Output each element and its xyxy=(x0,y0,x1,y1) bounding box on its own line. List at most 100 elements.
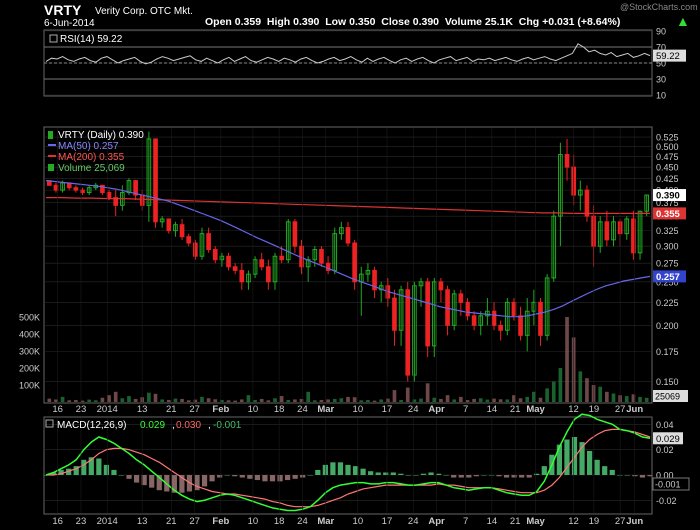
candle-body xyxy=(438,281,444,291)
rsi-tick-label: 30 xyxy=(656,75,666,85)
volume-bar xyxy=(67,400,72,402)
macd-signal-line xyxy=(46,428,651,508)
macd-histogram-bar xyxy=(247,475,253,479)
candle-body xyxy=(312,249,318,261)
volume-bar xyxy=(359,400,364,402)
volume-bar xyxy=(478,398,483,402)
candle-body xyxy=(53,184,59,191)
candle-body xyxy=(558,154,563,217)
volume-bar xyxy=(611,393,616,402)
candle-body xyxy=(252,259,258,275)
price-legend-swatch xyxy=(48,131,53,139)
volume-bar xyxy=(505,399,510,402)
x-tick-label: Jun xyxy=(626,404,643,415)
price-tick-label: 0.500 xyxy=(656,142,679,152)
volume-bar xyxy=(379,399,384,402)
rsi-tick-label: 70 xyxy=(656,43,666,53)
volume-bar xyxy=(551,381,556,402)
volume-bar xyxy=(226,400,231,402)
x-tick-label: 21 xyxy=(166,404,177,415)
x-tick-label: 10 xyxy=(248,404,259,415)
hist-last-tag xyxy=(652,477,690,491)
macd-tick-label: 0.00 xyxy=(656,471,674,481)
volume-bar xyxy=(133,398,138,402)
macd-histogram-bar xyxy=(224,475,230,476)
x-tick-label-bottom: 7 xyxy=(463,516,468,527)
volume-bar xyxy=(445,395,450,402)
price-tick-label: 0.325 xyxy=(656,226,679,236)
macd-histogram-bar xyxy=(481,475,487,476)
macd-histogram-bar xyxy=(292,475,298,479)
macd-histogram-bar xyxy=(451,475,457,478)
macd-legend-signal: 0.030 xyxy=(176,420,201,431)
volume-bar xyxy=(74,399,78,402)
macd-histogram-bar xyxy=(594,459,600,475)
volume-bar xyxy=(498,399,503,402)
candle-body xyxy=(166,218,172,232)
macd-histogram-bar xyxy=(330,462,336,475)
x-tick-label-bottom: 14 xyxy=(487,516,498,527)
volume-bar xyxy=(525,396,530,402)
macd-histogram-bar xyxy=(556,444,563,475)
macd-histogram-bar xyxy=(383,472,389,475)
price-tick-label: 0.450 xyxy=(656,163,679,173)
candle-body xyxy=(272,255,278,283)
volume-bar xyxy=(419,398,423,402)
volume-bar xyxy=(253,399,257,402)
volume-bar xyxy=(193,399,198,402)
candle-body xyxy=(372,269,377,291)
ma50-price-tag-label: 0.257 xyxy=(656,272,680,283)
ma200-price-tag-label: 0.355 xyxy=(656,209,680,220)
candle-body xyxy=(219,255,225,261)
volume-bar xyxy=(598,386,603,402)
x-tick-label: 27 xyxy=(615,404,626,415)
candle-body xyxy=(631,218,636,254)
macd-histogram-bar xyxy=(488,475,495,476)
volume-bar xyxy=(266,400,271,402)
candle-body xyxy=(199,233,205,257)
volume-bar xyxy=(439,398,443,402)
watermark: @StockCharts.com xyxy=(620,2,698,12)
x-tick-label: 7 xyxy=(463,404,468,415)
price-tick-label: 0.425 xyxy=(656,174,679,184)
macd-histogram-bar xyxy=(564,439,570,475)
price-tick-label: 0.275 xyxy=(656,259,679,269)
price-tick-label: 0.375 xyxy=(656,198,679,208)
candle-body xyxy=(611,221,616,241)
x-tick-label: 19 xyxy=(589,404,600,415)
volume-bar xyxy=(644,397,649,402)
volume-bar xyxy=(120,398,125,402)
volume-bar xyxy=(239,399,244,402)
x-tick-label: Apr xyxy=(428,404,445,415)
volume-bar xyxy=(558,368,563,402)
macd-histogram-bar xyxy=(194,475,200,491)
x-tick-label-bottom: 21 xyxy=(510,516,521,527)
volume-tick-label: 200K xyxy=(19,364,40,374)
candle-body xyxy=(471,315,477,326)
candle-body xyxy=(597,221,603,247)
macd-histogram-bar xyxy=(541,466,547,475)
x-tick-label-bottom: 21 xyxy=(166,516,177,527)
price-tick-label: 0.525 xyxy=(656,133,679,143)
close-price-tag xyxy=(653,189,686,202)
volume-legend-swatch xyxy=(48,164,54,171)
x-tick-label: 18 xyxy=(274,404,285,415)
rsi-tick-label: 90 xyxy=(656,27,666,37)
macd-histogram-bar xyxy=(435,473,442,475)
volume-bar xyxy=(412,399,417,402)
candle-body xyxy=(591,215,596,247)
macd-histogram-bar xyxy=(496,475,502,477)
x-axis: 16 23 2014 13 21 27 Feb 10 18 24 Mar 10 17 24 Apr 7 14 21… xyxy=(52,128,643,527)
macd-tick-label: 0.02 xyxy=(656,445,674,455)
candle-body xyxy=(398,289,404,331)
volume-bar xyxy=(286,399,291,402)
x-tick-label: 24 xyxy=(408,404,419,415)
hist-last-label: -0.001 xyxy=(655,480,681,490)
macd-histogram-bar xyxy=(50,472,57,475)
macd-line xyxy=(45,413,651,512)
volume-bar xyxy=(173,398,178,402)
macd-histogram-bar xyxy=(96,458,102,475)
macd-legend-hist: -0.001 xyxy=(213,420,242,431)
price-panel xyxy=(43,126,653,404)
